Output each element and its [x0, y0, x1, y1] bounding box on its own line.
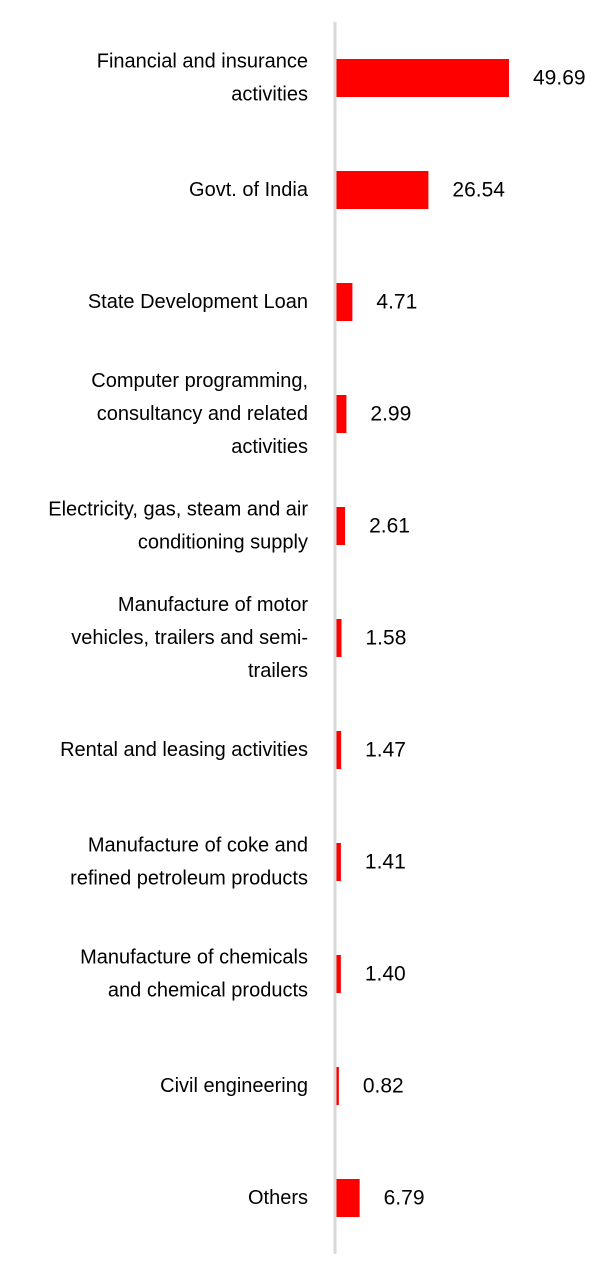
value-label-8: 1.40	[365, 963, 406, 986]
category-label-line: Rental and leasing activities	[60, 739, 308, 761]
category-label-line: Others	[248, 1187, 308, 1209]
value-label-10: 6.79	[384, 1187, 425, 1210]
bar-1	[336, 171, 429, 209]
category-label-line: Manufacture of chemicals	[80, 947, 308, 969]
category-label-line: State Development Loan	[88, 291, 308, 313]
value-label-7: 1.41	[365, 851, 406, 874]
bars-layer	[336, 59, 509, 1217]
category-label-line: conditioning supply	[138, 532, 308, 554]
category-label-line: Civil engineering	[160, 1075, 308, 1097]
category-label-5: Manufacture of motor vehicles, trailers a…	[71, 594, 308, 682]
value-label-4: 2.61	[369, 515, 410, 538]
category-label-line: Computer programming,	[91, 370, 308, 392]
category-label-9: Civil engineering	[160, 1075, 308, 1097]
category-label-line: activities	[231, 84, 308, 106]
category-label-line: Manufacture of motor	[118, 594, 308, 616]
category-label-2: State Development Loan	[88, 291, 308, 313]
bar-5	[336, 619, 342, 657]
bar-7	[336, 843, 341, 881]
value-label-9: 0.82	[363, 1075, 404, 1098]
bar-2	[336, 283, 353, 321]
bar-3	[336, 395, 347, 433]
category-label-7: Manufacture of coke and refined petroleum…	[70, 835, 308, 890]
category-label-line: Manufacture of coke and	[88, 835, 308, 857]
category-label-line: activities	[231, 436, 308, 458]
bar-0	[336, 59, 509, 97]
bar-6	[336, 731, 342, 769]
category-label-line: Financial and insurance	[97, 51, 308, 73]
bar-9	[336, 1067, 339, 1105]
category-label-line: consultancy and related	[97, 403, 308, 425]
category-label-1: Govt. of India	[189, 179, 309, 201]
value-label-5: 1.58	[366, 627, 407, 650]
category-label-line: Electricity, gas, steam and air	[48, 499, 308, 521]
category-label-4: Electricity, gas, steam and air condition…	[48, 499, 308, 554]
value-label-1: 26.54	[452, 179, 505, 202]
category-label-line: refined petroleum products	[70, 868, 308, 890]
category-label-line: Govt. of India	[189, 179, 309, 201]
bar-4	[336, 507, 346, 545]
value-label-0: 49.69	[533, 67, 586, 90]
bar-10	[336, 1179, 360, 1217]
category-label-line: vehicles, trailers and semi-	[71, 627, 308, 649]
category-label-8: Manufacture of chemicals and chemical pro…	[80, 947, 308, 1002]
category-labels: Financial and insurance activities Govt. o…	[48, 51, 309, 1210]
bar-8	[336, 955, 341, 993]
category-label-0: Financial and insurance activities	[97, 51, 308, 106]
category-label-line: and chemical products	[108, 980, 308, 1002]
value-label-3: 2.99	[370, 403, 411, 426]
category-label-3: Computer programming, consultancy and rel…	[91, 370, 308, 458]
value-label-6: 1.47	[365, 739, 406, 762]
category-label-6: Rental and leasing activities	[60, 739, 308, 761]
category-label-10: Others	[248, 1187, 308, 1209]
category-label-line: trailers	[248, 660, 308, 682]
value-label-2: 4.71	[376, 291, 417, 314]
value-labels: 49.69 26.54 4.71 2.99 2.61 1.58 1.47 1.41 1.40 0.…	[363, 67, 586, 1210]
